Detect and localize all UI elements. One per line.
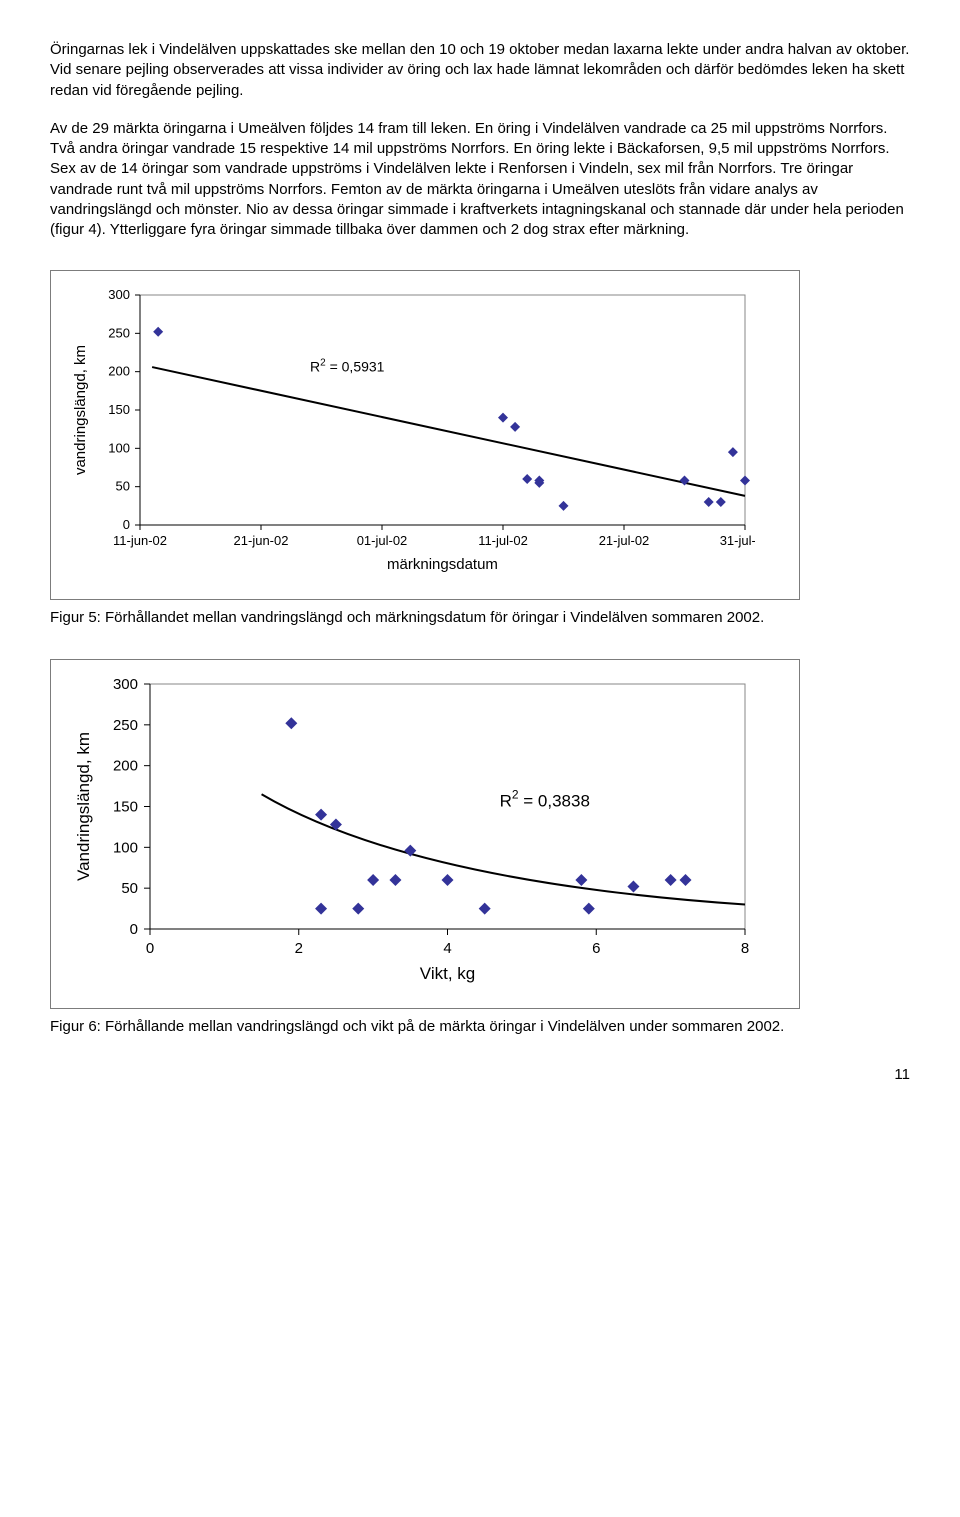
y-tick-label: 100 [113, 839, 138, 856]
y-tick-label: 100 [108, 441, 130, 456]
y-tick-label: 200 [113, 757, 138, 774]
x-tick-label: 11-jun-02 [113, 533, 167, 548]
plot-area [140, 295, 745, 525]
y-axis-title: vandringslängd, km [72, 345, 89, 475]
x-tick-label: 2 [295, 940, 303, 957]
y-tick-label: 200 [108, 364, 130, 379]
paragraph-1: Öringarnas lek i Vindelälven uppskattade… [50, 40, 910, 101]
y-axis-title: Vandringslängd, km [74, 732, 93, 881]
y-tick-label: 300 [108, 287, 130, 302]
x-tick-label: 8 [741, 940, 749, 957]
chart-1-container: 0 50 100 150 200 250 300 11-jun-02 21-jun-02 01-j… [50, 270, 800, 600]
caption-1: Figur 5: Förhållandet mellan vandringslä… [50, 608, 910, 628]
page-number: 11 [50, 1065, 910, 1085]
x-axis-title: märkningsdatum [387, 556, 498, 573]
x-tick-label: 11-jul-02 [478, 533, 528, 548]
x-tick-label: 0 [146, 940, 154, 957]
x-tick-label: 21-jun-02 [234, 533, 289, 548]
y-tick-label: 50 [121, 880, 138, 897]
y-tick-label: 0 [123, 517, 130, 532]
x-tick-label: 21-jul-02 [599, 533, 650, 548]
chart-2-svg: 05010015020025030002468R2 = 0,3838Vikt, … [65, 674, 755, 994]
y-tick-label: 0 [130, 921, 138, 938]
paragraph-2: Av de 29 märkta öringarna i Umeälven föl… [50, 119, 910, 241]
x-tick-label: 4 [443, 940, 451, 957]
plot-area [150, 684, 745, 929]
x-axis-title: Vikt, kg [420, 964, 475, 983]
chart-1-svg: 0 50 100 150 200 250 300 11-jun-02 21-jun-02 01-j… [65, 285, 755, 585]
y-tick-label: 150 [108, 402, 130, 417]
y-tick-label: 150 [113, 798, 138, 815]
y-tick-label: 250 [108, 326, 130, 341]
y-tick-label: 50 [116, 479, 130, 494]
x-tick-label: 01-jul-02 [357, 533, 408, 548]
y-tick-label: 250 [113, 716, 138, 733]
y-tick-label: 300 [113, 676, 138, 693]
caption-2: Figur 6: Förhållande mellan vandringslän… [50, 1017, 910, 1037]
chart-2-container: 05010015020025030002468R2 = 0,3838Vikt, … [50, 659, 800, 1009]
x-tick-label: 31-jul-02 [720, 533, 755, 548]
x-tick-label: 6 [592, 940, 600, 957]
